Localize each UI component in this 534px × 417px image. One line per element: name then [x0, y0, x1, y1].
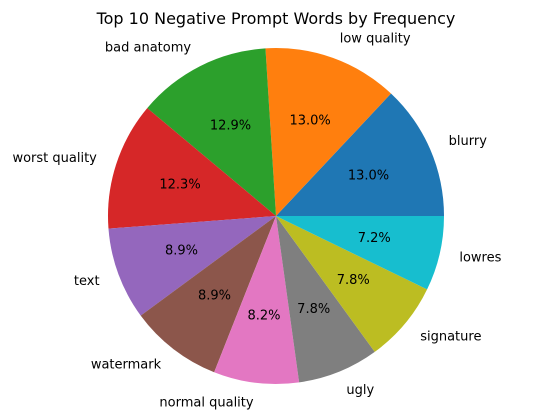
slice-label-lowres: lowres	[459, 251, 501, 266]
slice-label-watermark: watermark	[91, 358, 162, 373]
pie-slice-normal-quality	[214, 216, 300, 385]
slice-label-blurry: blurry	[449, 134, 488, 149]
slice-percent-signature: 7.8%	[337, 273, 370, 288]
slice-percent-watermark: 8.9%	[198, 288, 231, 303]
pie-slice-signature	[276, 216, 428, 352]
slice-label-ugly: ugly	[346, 383, 374, 398]
pie-slice-lowres	[276, 216, 444, 290]
slice-percent-text: 8.9%	[165, 244, 198, 259]
slice-percent-normal-quality: 8.2%	[247, 309, 280, 324]
pie-slice-worst-quality	[107, 108, 276, 229]
pie-slice-blurry	[276, 93, 444, 216]
pie-slice-low-quality	[265, 48, 392, 216]
slice-percent-lowres: 7.2%	[358, 231, 391, 246]
slice-label-normal-quality: normal quality	[159, 395, 253, 410]
slice-label-text: text	[74, 274, 100, 289]
pie-slices	[107, 48, 444, 385]
slice-label-bad-anatomy: bad anatomy	[105, 41, 191, 56]
pie-labels: blurry 13.0% low quality 13.0% bad anatomy 12…	[12, 31, 501, 410]
slice-percent-low-quality: 13.0%	[289, 114, 330, 129]
chart-title: Top 10 Negative Prompt Words by Frequenc…	[96, 9, 456, 28]
pie-slice-bad-anatomy	[147, 48, 276, 216]
slice-percent-blurry: 13.0%	[348, 168, 389, 183]
slice-label-signature: signature	[420, 329, 481, 344]
slice-percent-bad-anatomy: 12.9%	[210, 119, 251, 134]
pie-slice-text	[108, 216, 277, 316]
slice-percent-ugly: 7.8%	[297, 302, 330, 317]
pie-slice-ugly	[276, 216, 375, 383]
slice-label-low-quality: low quality	[340, 31, 411, 46]
slice-percent-worst-quality: 12.3%	[159, 178, 200, 193]
slice-label-worst-quality: worst quality	[12, 151, 97, 166]
pie-slice-watermark	[140, 216, 276, 373]
